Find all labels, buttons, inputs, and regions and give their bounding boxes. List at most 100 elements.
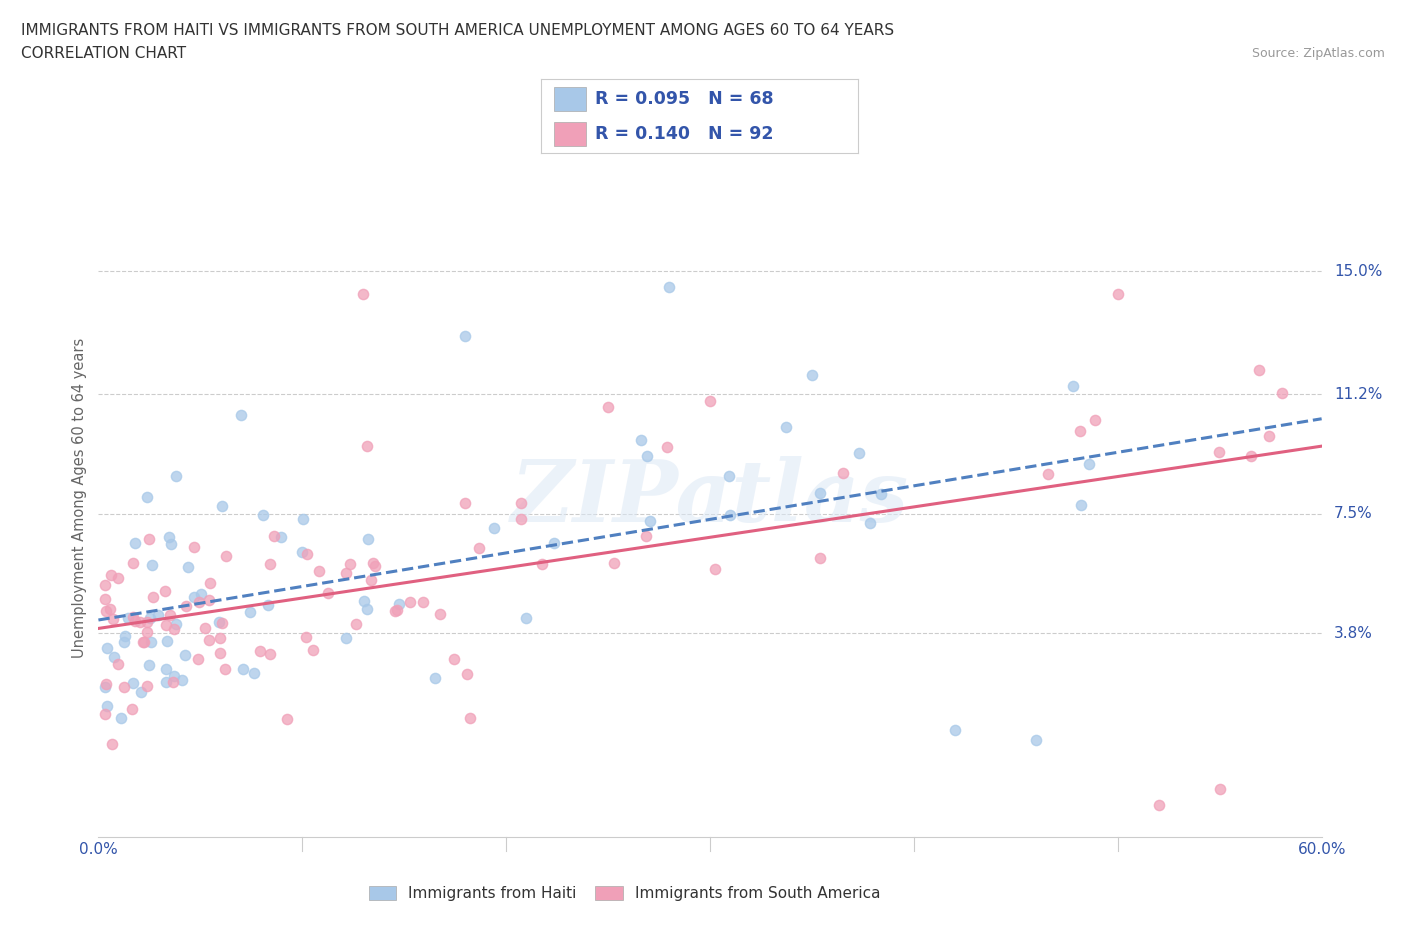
Point (129, 684, 152, 699)
Point (259, 556, 281, 571)
Point (174, 647, 197, 662)
Point (208, 631, 231, 645)
Point (1147, 797, 1170, 812)
Point (1208, 445, 1230, 459)
Point (249, 644, 271, 658)
Point (121, 701, 143, 716)
Point (630, 432, 652, 447)
Point (214, 661, 236, 676)
Point (943, 723, 966, 737)
Point (810, 551, 832, 565)
Point (176, 599, 198, 614)
Point (160, 537, 183, 551)
Point (1025, 733, 1047, 748)
Point (385, 603, 408, 618)
Point (297, 547, 319, 562)
Text: 7.5%: 7.5% (1334, 506, 1372, 521)
Point (443, 651, 465, 666)
Point (208, 645, 231, 660)
Point (96, 640, 118, 655)
Point (187, 651, 209, 666)
Point (207, 615, 229, 630)
Point (302, 643, 325, 658)
Point (142, 590, 165, 604)
Y-axis label: Unemployment Among Ages 60 to 64 years: Unemployment Among Ages 60 to 64 years (72, 338, 87, 658)
Point (775, 419, 797, 434)
Point (162, 674, 184, 689)
Point (412, 594, 434, 609)
Point (139, 634, 162, 649)
Point (399, 595, 422, 610)
Point (1271, 385, 1294, 400)
Point (107, 570, 129, 585)
Point (138, 532, 160, 547)
Point (110, 711, 132, 725)
Point (270, 529, 292, 544)
Bar (554, 87, 586, 111)
Point (316, 586, 339, 601)
Point (101, 737, 124, 751)
Point (636, 528, 658, 543)
Point (1078, 457, 1101, 472)
Text: IMMIGRANTS FROM HAITI VS IMMIGRANTS FROM SOUTH AMERICA UNEMPLOYMENT AMONG AGES 6: IMMIGRANTS FROM HAITI VS IMMIGRANTS FROM… (21, 23, 894, 38)
Point (1069, 424, 1091, 439)
Point (103, 611, 125, 626)
Point (155, 583, 177, 598)
Point (308, 564, 330, 578)
Point (510, 512, 533, 526)
Point (156, 633, 179, 648)
Point (531, 557, 554, 572)
Point (190, 586, 212, 601)
Point (124, 536, 146, 551)
Point (170, 672, 193, 687)
Point (188, 594, 211, 609)
Point (357, 531, 380, 546)
Point (699, 393, 721, 408)
Point (124, 614, 146, 629)
Point (515, 611, 537, 626)
Point (384, 604, 406, 618)
Point (704, 562, 727, 577)
Point (94, 604, 117, 618)
Point (96, 698, 118, 713)
Point (460, 711, 482, 725)
Point (197, 592, 219, 607)
Legend: Immigrants from Haiti, Immigrants from South America: Immigrants from Haiti, Immigrants from S… (363, 880, 886, 908)
Point (136, 490, 159, 505)
Point (1107, 286, 1129, 301)
Point (869, 486, 891, 501)
Point (356, 439, 378, 454)
Point (1062, 379, 1084, 394)
Point (510, 496, 533, 511)
Point (198, 575, 221, 590)
Point (259, 646, 281, 661)
Point (132, 634, 155, 649)
Point (93, 706, 115, 721)
Point (214, 549, 236, 564)
Point (229, 408, 252, 423)
Point (658, 280, 681, 295)
Point (360, 573, 382, 588)
Point (468, 540, 491, 555)
Point (155, 662, 177, 677)
Point (155, 674, 177, 689)
Point (344, 617, 367, 631)
Point (636, 449, 658, 464)
Point (859, 515, 882, 530)
Point (831, 465, 853, 480)
Point (94, 592, 117, 607)
Point (454, 328, 477, 343)
Point (1209, 781, 1232, 796)
Point (93, 680, 115, 695)
Point (423, 671, 446, 685)
Point (257, 597, 280, 612)
Point (1240, 449, 1263, 464)
Point (183, 539, 205, 554)
Point (112, 635, 135, 650)
Point (139, 610, 162, 625)
Point (103, 650, 125, 665)
Text: 3.8%: 3.8% (1334, 626, 1372, 641)
Text: 11.2%: 11.2% (1334, 387, 1382, 402)
Point (454, 496, 477, 511)
Point (295, 630, 318, 644)
